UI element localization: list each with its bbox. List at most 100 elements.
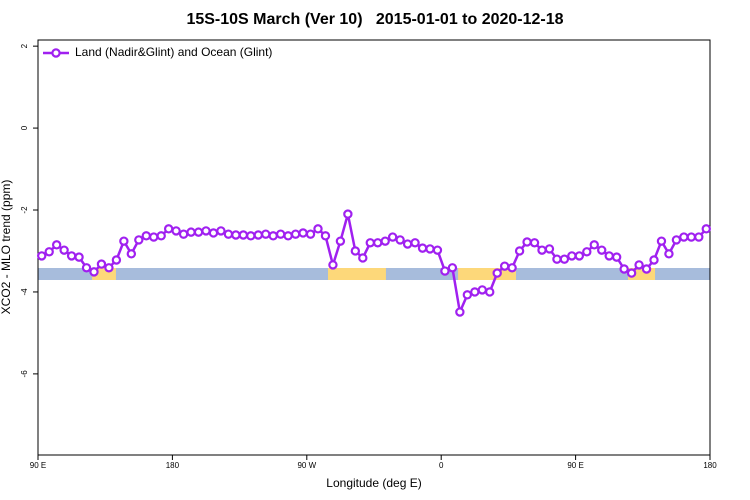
x-tick-label: 90 E bbox=[30, 461, 46, 470]
data-point bbox=[201, 226, 211, 236]
data-point bbox=[574, 251, 585, 261]
data-point bbox=[395, 235, 405, 245]
data-point bbox=[656, 236, 667, 246]
data-point bbox=[402, 239, 413, 249]
data-point bbox=[37, 251, 47, 261]
x-tick-label: 90 E bbox=[567, 461, 583, 470]
x-tick-label: 90 W bbox=[297, 461, 316, 470]
data-point bbox=[679, 232, 689, 242]
y-tick-label: -6 bbox=[20, 370, 29, 378]
data-point bbox=[626, 268, 637, 278]
data-point bbox=[387, 232, 398, 242]
data-point bbox=[604, 251, 614, 261]
data-point bbox=[290, 229, 301, 239]
data-point bbox=[664, 249, 674, 259]
x-tick-label: 180 bbox=[703, 461, 717, 470]
data-point bbox=[283, 231, 293, 241]
data-point bbox=[358, 253, 368, 263]
data-point bbox=[641, 264, 652, 274]
legend-label: Land (Nadir&Glint) and Ocean (Glint) bbox=[75, 45, 272, 59]
data-point bbox=[537, 245, 547, 255]
data-point bbox=[320, 231, 331, 241]
data-point bbox=[552, 254, 562, 264]
data-point bbox=[141, 231, 151, 241]
data-point bbox=[373, 238, 383, 248]
data-point bbox=[425, 244, 435, 254]
data-point bbox=[447, 263, 458, 273]
data-point bbox=[499, 261, 510, 271]
data-point bbox=[492, 268, 502, 278]
data-point bbox=[634, 260, 644, 270]
data-point bbox=[514, 246, 525, 256]
data-point bbox=[507, 263, 517, 273]
chart-title: 15S-10S March (Ver 10) 2015-01-01 to 202… bbox=[186, 11, 563, 28]
data-point bbox=[231, 230, 241, 240]
data-point bbox=[477, 285, 487, 295]
land-segment bbox=[328, 268, 386, 280]
data-point bbox=[529, 238, 540, 248]
data-point bbox=[111, 255, 122, 265]
data-point bbox=[462, 290, 473, 300]
data-point bbox=[410, 238, 420, 248]
data-point bbox=[432, 245, 443, 255]
data-point bbox=[619, 264, 629, 274]
data-point bbox=[567, 251, 577, 261]
data-point bbox=[81, 263, 92, 273]
data-point bbox=[193, 227, 204, 237]
data-point bbox=[365, 238, 375, 248]
data-point bbox=[671, 235, 682, 245]
data-point bbox=[522, 237, 532, 247]
data-point bbox=[686, 232, 697, 242]
data-point bbox=[328, 260, 338, 270]
data-point bbox=[544, 244, 555, 254]
data-point bbox=[59, 245, 69, 255]
data-point bbox=[171, 226, 181, 236]
data-point bbox=[96, 259, 107, 269]
data-point bbox=[238, 230, 249, 240]
data-point bbox=[74, 252, 84, 262]
data-point bbox=[350, 246, 361, 256]
data-point bbox=[559, 254, 570, 264]
data-point bbox=[455, 307, 465, 317]
y-tick-label: -2 bbox=[20, 206, 29, 214]
data-point bbox=[275, 229, 286, 239]
data-point bbox=[694, 232, 704, 242]
data-point bbox=[178, 229, 189, 239]
data-point bbox=[253, 230, 263, 240]
y-tick-label: 0 bbox=[20, 125, 29, 130]
data-point bbox=[261, 229, 271, 239]
data-point bbox=[186, 227, 196, 237]
data-point bbox=[66, 251, 77, 261]
data-point bbox=[246, 231, 256, 241]
data-point bbox=[485, 287, 495, 297]
data-point bbox=[335, 236, 346, 246]
data-point bbox=[51, 240, 62, 250]
data-point bbox=[156, 231, 166, 241]
data-point bbox=[44, 247, 54, 257]
x-tick-label: 180 bbox=[166, 461, 180, 470]
data-point bbox=[701, 224, 711, 234]
x-axis-label: Longitude (deg E) bbox=[326, 476, 421, 490]
x-tick-label: 0 bbox=[439, 461, 444, 470]
data-point bbox=[305, 229, 316, 239]
data-point bbox=[470, 287, 480, 297]
data-point bbox=[89, 267, 99, 277]
land-segment bbox=[458, 268, 517, 280]
data-point bbox=[223, 229, 234, 239]
data-point bbox=[208, 228, 219, 238]
data-point bbox=[440, 266, 450, 276]
data-point bbox=[268, 231, 278, 241]
data-point bbox=[611, 252, 622, 262]
data-point bbox=[582, 247, 592, 257]
data-point bbox=[417, 243, 428, 253]
y-axis-label: XCO2 - MLO trend (ppm) bbox=[0, 180, 13, 315]
series-line bbox=[41, 213, 708, 317]
data-point bbox=[589, 240, 599, 250]
data-point bbox=[119, 236, 129, 246]
y-tick-label: -4 bbox=[20, 288, 29, 296]
data-point bbox=[134, 235, 144, 245]
data-point bbox=[163, 224, 174, 234]
data-point bbox=[313, 224, 323, 234]
data-point bbox=[597, 245, 607, 255]
